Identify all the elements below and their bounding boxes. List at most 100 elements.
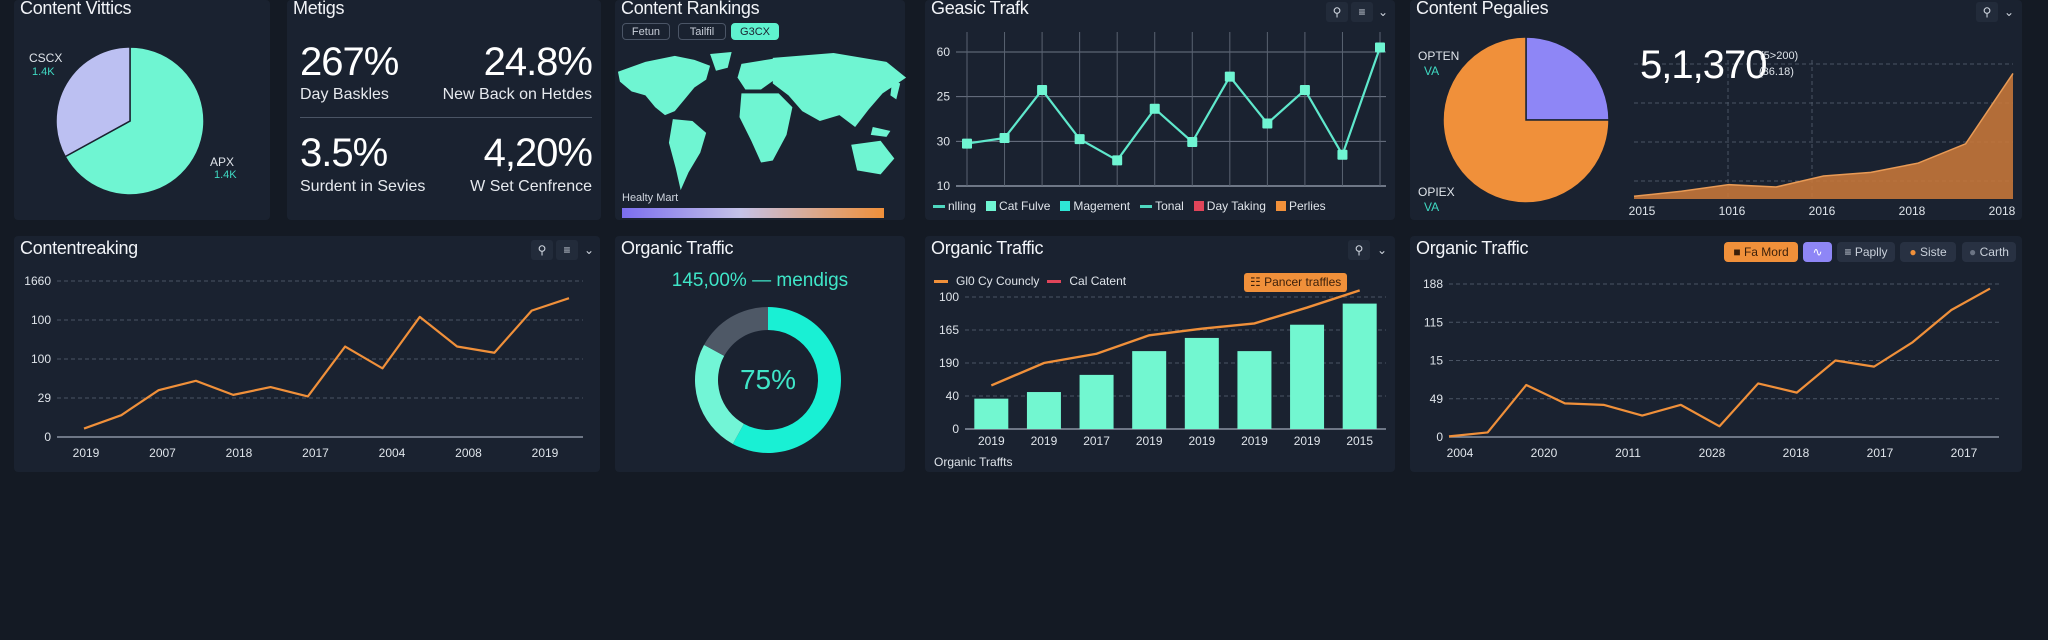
x-tick-label: 2019 [1241,434,1268,448]
search-icon[interactable]: ⚲ [531,240,553,260]
metric-label: W Set Cenfrence [470,178,592,195]
panel-title: Organic Traffic [1416,238,1529,258]
chart-legend: nlling Cat Fulve Magement Tonal Day Taking Pe… [933,199,1326,213]
user-icon[interactable]: ≡ [556,240,578,260]
panel-title: Content Rankings [621,0,760,18]
sub-value: (36.18) [1759,66,1794,78]
metric-label: Surdent in Sevies [300,178,426,195]
x-tick-label: 2017 [1867,446,1894,460]
chevron-down-icon[interactable]: ⌄ [2004,5,2015,19]
traffic-badge[interactable]: ☷ Pancer traffles [1244,273,1348,292]
pie-label: OPTEN [1418,49,1460,63]
x-tick-label: 2004 [379,446,406,460]
x-tick-label: 2016 [1809,204,1836,218]
y-tick-label: 100 [31,352,51,366]
panel-title: Metigs [293,0,345,18]
legend-swatch [1060,201,1071,211]
chevron-down-icon[interactable]: ⌄ [1378,5,1389,19]
y-tick-label: 25 [937,90,951,104]
tab-fetun[interactable]: Fetun [622,23,670,40]
pie-and-area-chart: 2015 1016 2016 2018 2018 [1442,36,2016,218]
y-tick-label: 0 [1436,430,1443,444]
legend-swatch [1193,201,1204,211]
pie-slice [732,307,841,453]
data-point [1299,84,1310,95]
pie-label: OPIEX [1418,185,1455,199]
legend-label: Perlies [1288,199,1326,213]
y-tick-label: 29 [38,391,52,405]
tab-g3cx[interactable]: G3CX [731,23,779,40]
x-tick-label: 2015 [1346,434,1373,448]
map-legend-label: Healty Mart [622,192,679,204]
data-point [1187,137,1198,148]
legend-item: Magement [1060,199,1130,213]
data-point [1112,155,1123,166]
badge-label: Pancer traffles [1264,275,1342,289]
pie-value: VA [1424,200,1440,214]
panel-title: Contentreaking [20,238,138,258]
chart-footer: Organic Traffts [934,455,1013,469]
panel-content-rankings: Content Rankings Fetun Tailfil G3CX Heal… [615,0,907,220]
panel-content-pegalies: Content Pegalies ⚲ ⌄ 2015 1016 2016 2018 201… [1410,0,2022,220]
fa-mord-button[interactable]: ■ Fa Mord [1724,242,1798,262]
panel-title: Content Vittics [20,0,132,18]
map-legend-gradient [622,208,884,218]
siste-button[interactable]: ● Siste [1900,242,1956,262]
chevron-down-icon[interactable]: ⌄ [1377,243,1388,257]
panel-organic-bars: Organic Traffic ⚲ ⌄ Gl0 Cy Councly Cal C… [925,236,1395,472]
x-tick-label: 2019 [978,434,1005,448]
donut-chart [695,307,841,453]
x-tick-label: 2004 [1447,446,1474,460]
search-icon[interactable]: ⚲ [1326,2,1348,22]
button-label: Fa Mord [1743,245,1789,259]
line-chart: 0 49 15 115 188 2004 2020 2011 2028 2018 2017 2017 [1423,277,1999,460]
legend-item: nlling [933,199,976,213]
chart-type-button[interactable]: ∿ [1803,242,1832,262]
x-tick-label: 2019 [1294,434,1321,448]
pie-value: 1.4K [214,169,237,181]
metric-value: 267% [300,40,399,84]
legend-label: Day Taking [1206,199,1266,213]
panel-metrics: Metigs 267% Day Baskles 24.8% New Back o… [287,0,601,220]
x-tick-label: 2017 [302,446,329,460]
metric-value: 24.8% [483,40,593,84]
series-line [1448,287,1991,438]
y-tick-label: 60 [937,45,951,59]
pie-label: APX [210,155,235,169]
filter-icon[interactable]: ≡ [1351,2,1373,22]
bar [1184,337,1219,429]
paplly-button[interactable]: ≡ Paplly [1837,242,1895,262]
user-icon[interactable]: ⚲ [1348,240,1370,260]
data-point [1074,134,1085,145]
x-tick-label: 2018 [226,446,253,460]
chevron-down-icon[interactable]: ⌄ [584,243,595,257]
divider [300,117,592,118]
legend-label: Cal Catent [1069,274,1127,288]
x-tick-label: 2018 [1899,204,1926,218]
series-line [83,297,570,430]
y-tick-label: 40 [946,389,960,403]
x-tick-label: 2015 [1629,204,1656,218]
series-line [966,47,1382,162]
data-point [1337,149,1348,160]
legend-label: Tonal [1155,199,1184,213]
chart-legend: Gl0 Cy Councly Cal Catent [934,274,1126,288]
x-tick-label: 2019 [73,446,100,460]
tab-tailfil[interactable]: Tailfil [678,23,726,40]
x-tick-label: 2020 [1531,446,1558,460]
carth-button[interactable]: ● Carth [1962,242,2016,262]
pie-chart [55,46,205,196]
pie-slice [695,344,744,444]
user-icon[interactable]: ⚲ [1976,2,1998,22]
y-tick-label: 100 [31,313,51,327]
y-tick-label: 190 [939,356,959,370]
panel-title: Organic Traffic [931,238,1044,258]
x-tick-label: 2019 [532,446,559,460]
data-point [999,132,1010,143]
metric-label: Day Baskles [300,86,389,103]
y-tick-label: 1660 [24,274,51,288]
legend-item: Day Taking [1193,199,1266,213]
data-point [1149,103,1160,114]
gray-dot-icon: ● [1969,245,1977,259]
panel-geasic-traffic: Geasic Trafk ⚲ ≡ ⌄ 10 30 25 60 nlling Cat Fu… [925,0,1395,220]
